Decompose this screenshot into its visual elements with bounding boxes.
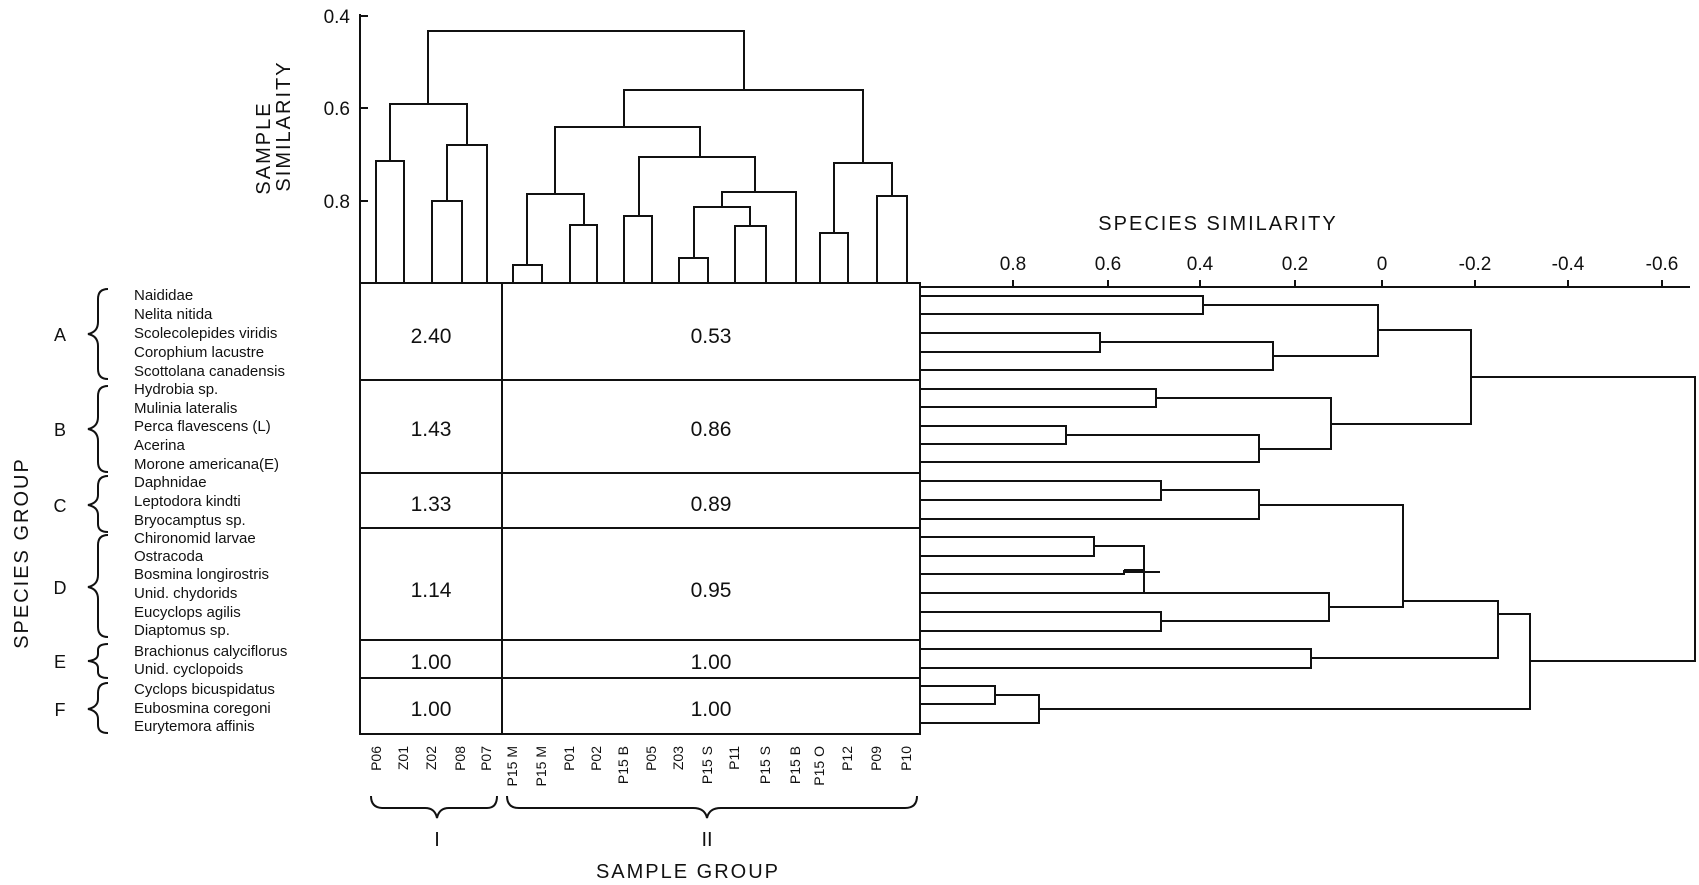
species-group-label: D [54,578,67,598]
table-cell-group-II: 0.86 [691,418,732,441]
species-tick-label: -0.4 [1552,254,1585,275]
sample-label: P15 O [811,746,827,786]
sample-label: P15 B [615,746,631,784]
species-name: Daphnidae [134,474,207,491]
species-group-label: F [55,700,66,720]
species-similarity-title: SPECIES SIMILARITY [1098,213,1337,235]
species-name: Nelita nitida [134,306,213,323]
species-name: Morone americana(E) [134,456,279,473]
sample-tick-label: 0.6 [324,99,350,120]
species-name: Eucyclops agilis [134,604,241,621]
sample-label: P02 [588,746,604,771]
sample-label-list: P06 Z01 Z02 P08 P07 P15 M P15 M P01 P02 … [368,746,914,787]
table-cell-group-II: 1.00 [691,651,732,674]
table-cell-group-II: 1.00 [691,698,732,721]
species-group-title: SPECIES GROUP [11,457,33,649]
species-name: Bosmina longirostris [134,566,269,583]
species-tick-label: 0.6 [1095,254,1121,275]
species-name: Diaptomus sp. [134,622,230,639]
sample-similarity-title-line1: SAMPLE [253,101,275,194]
table-cell-group-I: 1.14 [411,579,452,602]
sample-label: P01 [561,746,577,771]
sample-label: P05 [643,746,659,771]
sample-similarity-title-line2: SIMILARITY [273,60,295,191]
species-dendrogram [920,295,1696,724]
species-name: Corophium lacustre [134,344,264,361]
species-group-label: E [54,652,66,672]
similarity-table [359,282,921,735]
sample-group-braces [370,795,918,819]
table-cell-group-I: 2.40 [411,325,452,348]
sample-label: Z02 [423,746,439,770]
sample-label: P15 M [504,746,520,786]
species-name: Ostracoda [134,548,204,565]
species-name: Eubosmina coregoni [134,700,271,717]
sample-label: P15 S [699,746,715,784]
species-name: Eurytemora affinis [134,718,255,735]
sample-group-label: II [701,829,712,851]
sample-label: P08 [452,746,468,771]
species-name: Mulinia lateralis [134,400,237,417]
sample-tick-label: 0.4 [324,7,351,28]
table-cell-group-I: 1.00 [411,698,452,721]
sample-label: P15 M [533,746,549,786]
species-name: Unid. chydorids [134,585,237,602]
table-cell-group-I: 1.33 [411,493,452,516]
table-cell-group-II: 0.95 [691,579,732,602]
species-name-list: Naididae Nelita nitida Scolecolepides vi… [134,287,287,735]
species-group-label: A [54,325,66,345]
species-name: Scolecolepides viridis [134,325,277,342]
species-tick-label: 0.2 [1282,254,1308,275]
species-tick-label: 0 [1377,254,1388,275]
table-cell-group-II: 0.53 [691,325,732,348]
species-name: Leptodora kindti [134,493,241,510]
species-group-label: B [54,420,66,440]
species-name: Chironomid larvae [134,530,256,547]
sample-label: P07 [478,746,494,771]
table-cell-group-II: 0.89 [691,493,732,516]
species-name: Perca flavescens (L) [134,418,271,435]
species-name: Brachionus calyciflorus [134,643,287,660]
species-tick-label: -0.6 [1646,254,1679,275]
sample-label: P09 [868,746,884,771]
sample-label: P15 B [787,746,803,784]
sample-group-label: I [434,829,440,851]
species-group-braces [87,288,109,734]
species-tick-label: 0.4 [1187,254,1214,275]
sample-dendrogram [375,30,908,283]
sample-label: P12 [839,746,855,771]
species-name: Acerina [134,437,186,454]
sample-label: P06 [368,746,384,771]
sample-label: P10 [898,746,914,771]
species-tick-label: -0.2 [1459,254,1492,275]
sample-group-title: SAMPLE GROUP [596,861,780,883]
species-group-label: C [54,496,67,516]
sample-label: P15 S [757,746,773,784]
table-cell-group-I: 1.43 [411,418,452,441]
species-name: Bryocamptus sp. [134,512,246,529]
species-name: Naididae [134,287,193,304]
table-cell-group-I: 1.00 [411,651,452,674]
species-tick-label: 0.8 [1000,254,1026,275]
sample-label: Z01 [395,746,411,770]
species-name: Cyclops bicuspidatus [134,681,275,698]
sample-label: Z03 [670,746,686,770]
species-name: Hydrobia sp. [134,381,218,398]
sample-label: P11 [726,746,742,770]
species-name: Scottolana canadensis [134,363,285,380]
species-name: Unid. cyclopoids [134,661,243,678]
sample-tick-label: 0.8 [324,192,350,213]
